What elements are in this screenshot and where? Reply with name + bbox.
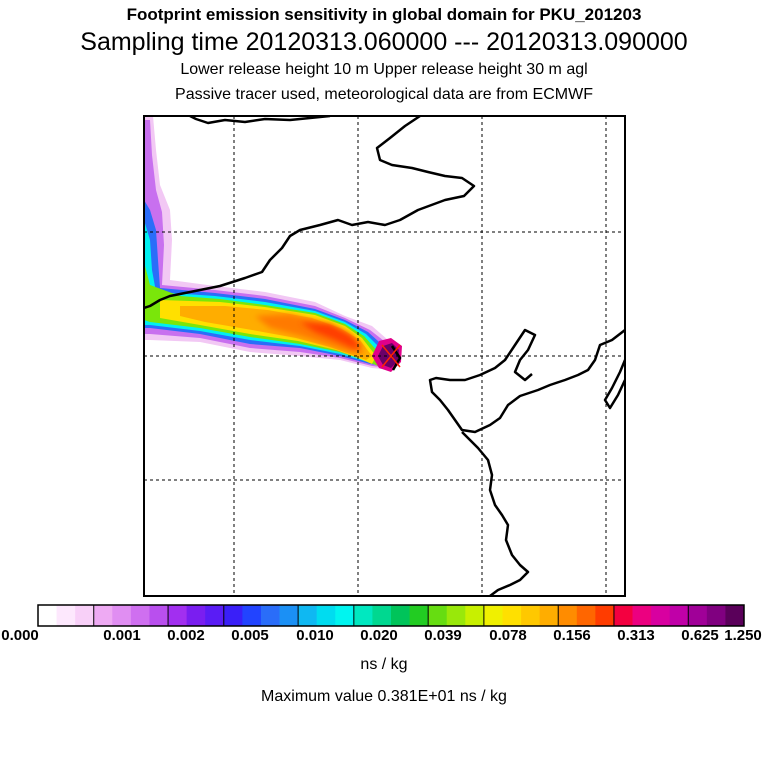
colorbar-cell xyxy=(38,605,57,626)
colorbar-cell xyxy=(651,605,671,626)
release-heights: Lower release height 10 m Upper release … xyxy=(180,61,588,78)
colorbar-cell xyxy=(465,605,485,626)
colorbar-cell xyxy=(223,605,243,626)
coastline-korea xyxy=(603,359,625,410)
colorbar-cell xyxy=(428,605,448,626)
colorbar-cell xyxy=(409,605,429,626)
colorbar-tick-label: 0.000 xyxy=(1,627,39,644)
colorbar-cell xyxy=(558,605,578,626)
colorbar-cell xyxy=(260,605,280,626)
colorbar-cell xyxy=(298,605,318,626)
colorbar-cell xyxy=(391,605,410,626)
colorbar-cell xyxy=(483,605,503,626)
colorbar-cell xyxy=(613,605,633,626)
colorbar-cell xyxy=(372,605,392,626)
map-frame xyxy=(143,115,626,597)
colorbar-tick-label: 0.020 xyxy=(360,627,398,644)
coastline-shandong xyxy=(461,431,530,596)
colorbar-cell xyxy=(279,605,299,626)
colorbar-cell xyxy=(316,605,336,626)
colorbar-cell xyxy=(205,605,225,626)
colorbar-cell xyxy=(706,605,726,626)
colorbar-tick-label: 0.039 xyxy=(424,627,462,644)
plume-layer xyxy=(144,116,402,372)
plume-orange xyxy=(180,306,372,360)
plume-orange-core xyxy=(255,314,364,354)
colorbar-tick-label: 0.625 xyxy=(681,627,719,644)
colorbar-tick-label: 0.002 xyxy=(167,627,205,644)
colorbar-cell xyxy=(502,605,522,626)
colorbar-cell xyxy=(521,605,541,626)
receptor-marker xyxy=(381,344,401,368)
colorbar-cell xyxy=(186,605,206,626)
colorbar-cell xyxy=(353,605,373,626)
tracer-info: Passive tracer used, meteorological data… xyxy=(175,86,593,103)
colorbar-cell xyxy=(688,605,708,626)
coastline-north xyxy=(189,116,331,125)
graticule xyxy=(144,116,625,596)
sampling-time: Sampling time 20120313.060000 --- 201203… xyxy=(80,28,688,56)
colorbar-tick-label: 0.001 xyxy=(103,627,141,644)
colorbar-tick-label: 0.078 xyxy=(489,627,527,644)
colorbar-tick-label: 0.010 xyxy=(296,627,334,644)
colorbar-cell xyxy=(576,605,596,626)
colorbar-units: ns / kg xyxy=(360,656,408,673)
colorbar-tick-label: 0.156 xyxy=(553,627,591,644)
colorbar-tick-label: 0.313 xyxy=(617,627,655,644)
maximum-value: Maximum value 0.381E+01 ns / kg xyxy=(261,688,507,705)
colorbar-cell xyxy=(539,605,559,626)
colorbar-cell xyxy=(669,605,689,626)
colorbar-cell xyxy=(112,605,132,626)
colorbar-tick-label: 1.250 xyxy=(724,627,762,644)
coastline-bohai xyxy=(390,345,402,371)
colorbar-cell xyxy=(335,605,355,626)
colorbar-cell xyxy=(149,605,169,626)
plume-red-streak xyxy=(300,322,362,348)
coastline-northeast xyxy=(144,116,476,310)
colorbar-tick-label: 0.005 xyxy=(231,627,269,644)
coastlines xyxy=(144,116,625,596)
colorbar-cell xyxy=(56,605,76,626)
colorbar-cell xyxy=(632,605,652,626)
colorbar-cell xyxy=(93,605,113,626)
colorbar-cell xyxy=(75,605,95,626)
colorbar-frame xyxy=(37,604,745,627)
coastline-east xyxy=(428,328,625,434)
colorbar-cell xyxy=(446,605,466,626)
colorbar-cell xyxy=(725,605,745,626)
colorbar-cell xyxy=(130,605,150,626)
colorbar-cell xyxy=(168,605,188,626)
plot-title: Footprint emission sensitivity in global… xyxy=(126,5,642,24)
colorbar-cell xyxy=(595,605,615,626)
colorbar xyxy=(38,605,745,626)
colorbar-cell xyxy=(242,605,262,626)
